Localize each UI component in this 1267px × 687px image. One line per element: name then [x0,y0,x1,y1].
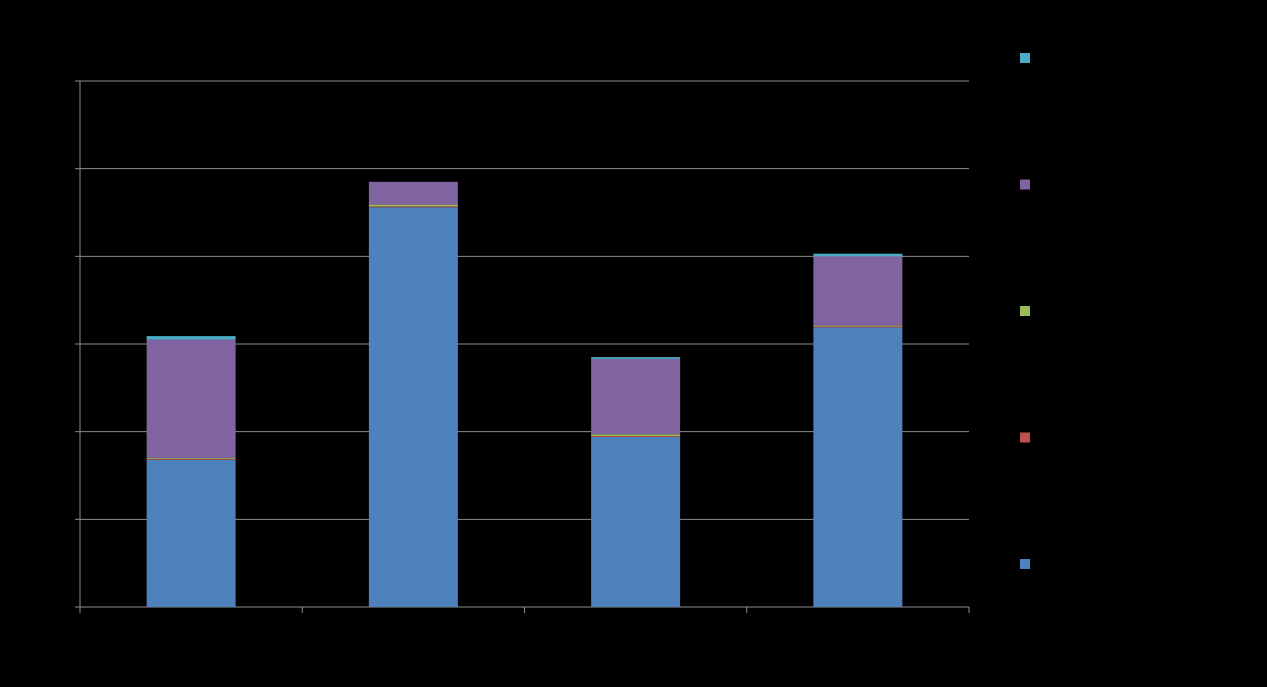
bar-segment [368,207,458,608]
bar-segment [591,358,681,435]
legend-marker [1020,53,1030,63]
bar-segment [368,206,458,208]
bar-segment [146,458,236,460]
bar-segment [368,204,458,207]
bar-segment [813,253,903,257]
legend-marker [1020,432,1030,443]
bar-segment [591,357,681,359]
legend-marker [1020,179,1030,190]
bar-segment [813,325,903,327]
bar-segment [813,256,903,326]
bar-segment [591,436,681,607]
bar-segment [368,181,458,205]
bar-segment [146,339,236,458]
legend-marker [1020,559,1030,569]
bar-segment [813,326,903,328]
bar-segment [146,336,236,340]
bar-segment [591,436,681,437]
bar-segment [591,434,681,437]
bar-segment [146,457,236,459]
bar-segment [813,327,903,607]
bar-segment [146,459,236,607]
legend-marker [1020,306,1030,316]
